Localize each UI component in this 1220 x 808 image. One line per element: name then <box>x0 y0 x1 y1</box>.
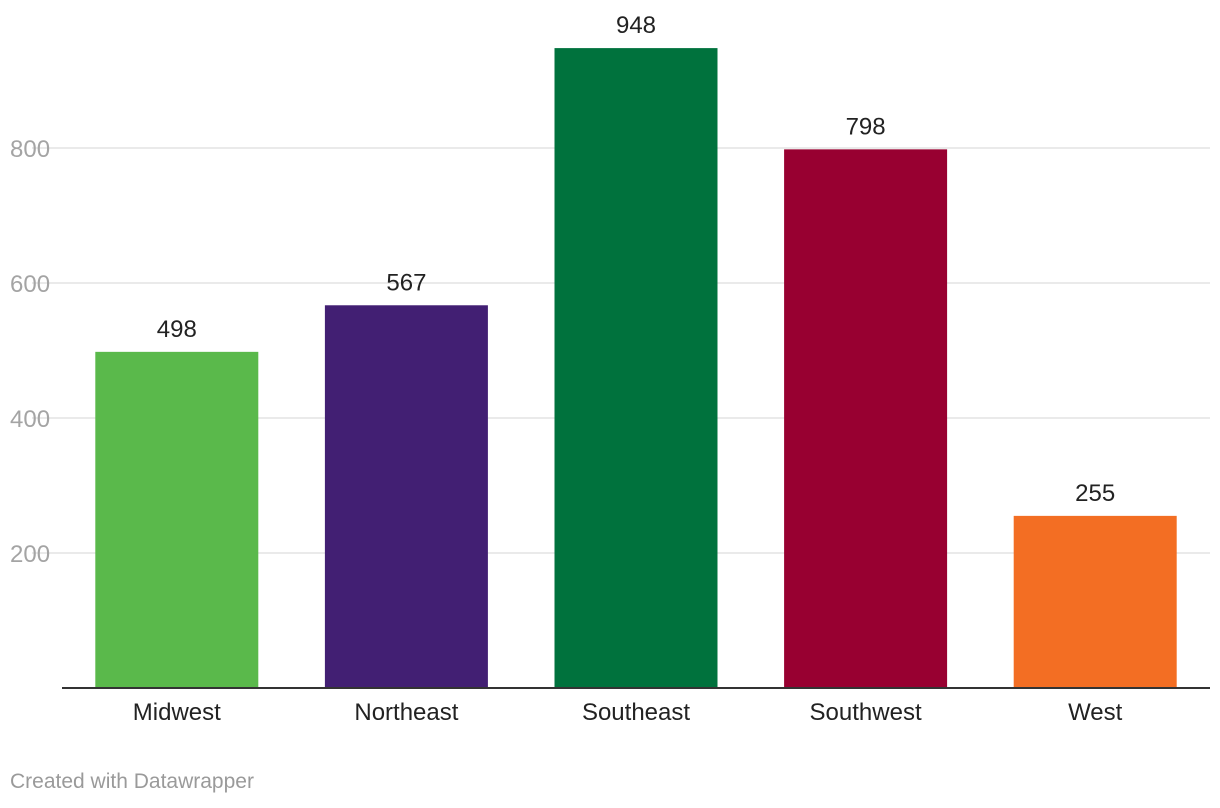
data-label-west: 255 <box>1075 480 1115 507</box>
x-axis: Midwest Northeast Southeast Southwest West <box>62 687 1210 726</box>
x-tick-label-midwest: Midwest <box>133 699 221 726</box>
y-tick-label: 400 <box>10 406 50 433</box>
bar-northeast <box>324 305 488 688</box>
data-label-northeast: 567 <box>386 269 426 296</box>
y-tick-label: 800 <box>10 136 50 163</box>
x-tick-label-southeast: Southeast <box>582 699 690 726</box>
bar-west <box>1013 515 1177 688</box>
bars <box>95 48 1177 689</box>
y-tick-label: 600 <box>10 271 50 298</box>
data-label-southeast: 948 <box>616 12 656 39</box>
y-axis: 200 400 600 800 <box>10 136 50 568</box>
data-labels: 498 567 948 798 255 <box>157 12 1115 507</box>
bar-southwest <box>784 149 948 689</box>
y-tick-label: 200 <box>10 541 50 568</box>
datawrapper-credit: Created with Datawrapper <box>10 770 254 793</box>
bar-midwest <box>95 351 259 688</box>
x-tick-label-northeast: Northeast <box>354 699 458 726</box>
data-label-midwest: 498 <box>157 316 197 343</box>
x-tick-label-southwest: Southwest <box>810 699 922 726</box>
bar-southeast <box>554 48 718 689</box>
x-tick-label-west: West <box>1068 699 1123 726</box>
data-label-southwest: 798 <box>846 113 886 140</box>
